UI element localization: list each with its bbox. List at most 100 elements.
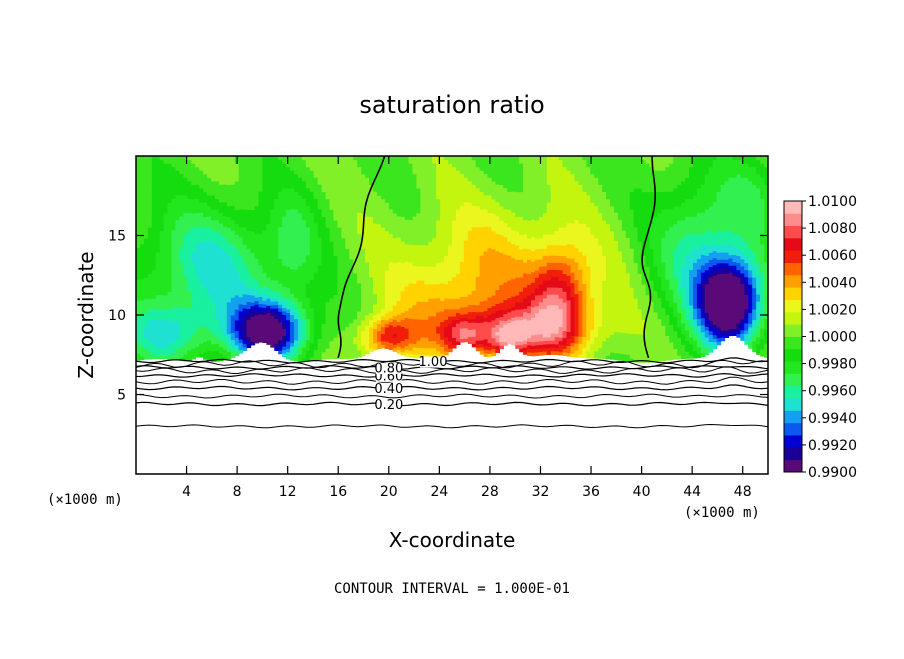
field-cell xyxy=(290,289,295,294)
field-cell xyxy=(388,345,394,351)
field-cell xyxy=(282,268,287,273)
field-cell xyxy=(222,166,228,171)
field-cell xyxy=(388,265,394,270)
field-cell xyxy=(139,201,145,206)
field-cell xyxy=(404,345,410,350)
field-cell xyxy=(215,198,220,203)
field-cell xyxy=(321,255,327,260)
field-cell xyxy=(136,250,141,256)
field-cell xyxy=(258,299,263,304)
field-cell xyxy=(262,338,267,344)
field-cell xyxy=(207,286,212,291)
field-cell xyxy=(203,302,208,307)
field-cell xyxy=(408,272,414,277)
field-cell xyxy=(175,205,181,210)
field-cell xyxy=(286,298,291,303)
field-cell xyxy=(452,244,457,249)
field-cell xyxy=(475,223,481,228)
field-cell xyxy=(270,293,275,299)
field-cell xyxy=(357,275,362,280)
field-cell xyxy=(349,223,354,228)
field-cell xyxy=(388,187,394,192)
field-cell xyxy=(266,287,271,292)
field-cell xyxy=(254,159,260,164)
field-cell xyxy=(448,269,453,274)
field-cell xyxy=(226,333,232,338)
field-cell xyxy=(183,170,188,175)
field-cell xyxy=(266,209,271,214)
field-cell xyxy=(400,333,406,338)
field-cell xyxy=(242,283,248,288)
field-cell xyxy=(218,233,224,238)
field-cell xyxy=(428,170,433,175)
field-cell xyxy=(175,300,181,305)
field-cell xyxy=(147,255,153,260)
field-cell xyxy=(222,233,228,238)
field-cell xyxy=(333,351,339,356)
field-cell xyxy=(471,198,477,203)
field-cell xyxy=(380,273,386,278)
field-cell xyxy=(365,297,370,302)
field-cell xyxy=(282,349,287,354)
field-cell xyxy=(246,209,252,214)
field-cell xyxy=(301,240,307,246)
field-cell xyxy=(483,317,489,322)
field-cell xyxy=(222,278,228,284)
field-cell xyxy=(369,298,374,303)
field-cell xyxy=(195,275,200,280)
field-cell xyxy=(136,215,141,220)
field-cell xyxy=(325,223,331,228)
field-cell xyxy=(479,350,485,355)
field-cell xyxy=(357,212,362,217)
field-cell xyxy=(448,202,453,207)
field-cell xyxy=(301,247,307,253)
field-cell xyxy=(365,283,370,288)
field-cell xyxy=(337,173,342,178)
field-cell xyxy=(463,296,469,301)
field-cell xyxy=(163,166,169,171)
field-cell xyxy=(207,329,212,334)
field-cell xyxy=(329,326,335,331)
field-cell xyxy=(392,276,398,281)
field-cell xyxy=(179,275,184,280)
field-cell xyxy=(191,305,196,310)
field-cell xyxy=(408,261,414,266)
field-cell xyxy=(455,266,461,271)
field-cell xyxy=(155,191,161,196)
field-cell xyxy=(416,205,421,210)
field-cell xyxy=(349,290,354,296)
field-cell xyxy=(448,323,453,328)
field-cell xyxy=(246,315,252,320)
field-cell xyxy=(167,255,173,260)
field-cell xyxy=(483,236,489,241)
field-cell xyxy=(187,279,192,284)
field-cell xyxy=(440,346,445,351)
field-cell xyxy=(388,222,394,227)
field-cell xyxy=(171,264,177,269)
field-cell xyxy=(388,170,394,175)
field-cell xyxy=(337,244,342,249)
field-cell xyxy=(187,237,192,242)
field-cell xyxy=(467,311,473,316)
field-cell xyxy=(270,237,275,242)
field-cell xyxy=(226,205,232,210)
field-cell xyxy=(452,308,457,313)
field-cell xyxy=(420,180,425,185)
field-cell xyxy=(218,170,224,175)
field-cell xyxy=(199,272,204,277)
field-cell xyxy=(301,318,307,323)
field-cell xyxy=(282,194,287,199)
field-cell xyxy=(274,315,279,320)
field-cell xyxy=(246,234,252,239)
field-cell xyxy=(349,329,354,335)
field-cell xyxy=(218,208,224,214)
field-cell xyxy=(286,159,291,164)
field-cell xyxy=(250,156,256,161)
field-cell xyxy=(467,318,473,323)
field-cell xyxy=(179,297,184,302)
field-cell xyxy=(167,241,173,246)
field-cell xyxy=(309,293,315,298)
field-cell xyxy=(483,352,489,357)
field-cell xyxy=(175,187,181,192)
field-cell xyxy=(388,219,394,224)
